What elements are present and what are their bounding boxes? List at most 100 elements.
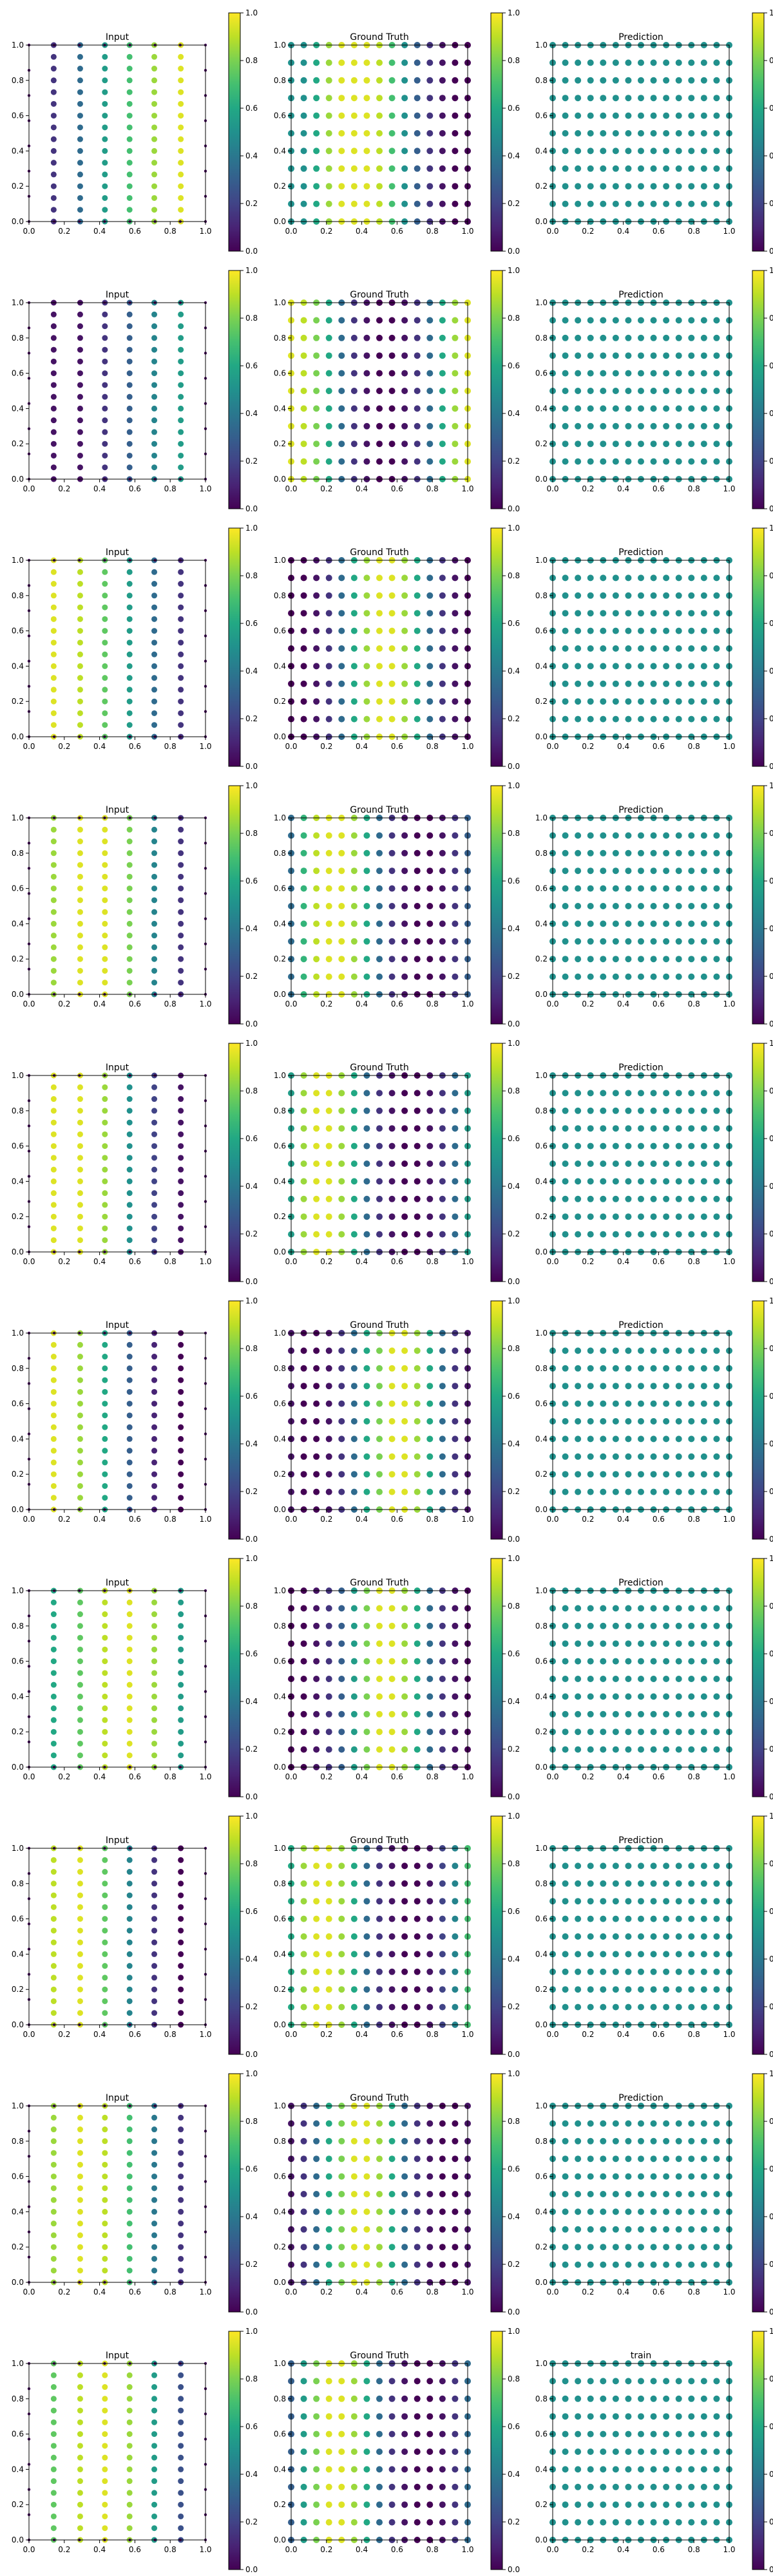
colorbar: 0.00.20.40.60.81.0 — [752, 1039, 773, 1286]
data-point — [401, 59, 408, 66]
data-point — [401, 2173, 408, 2180]
data-point — [638, 1107, 644, 1114]
data-point — [178, 1670, 184, 1676]
data-point — [612, 334, 619, 341]
data-point — [663, 200, 670, 207]
data-point — [675, 1676, 682, 1682]
y-tick-label: 0.2 — [12, 2242, 24, 2251]
data-point — [77, 311, 83, 317]
data-point — [439, 1347, 446, 1354]
data-point — [151, 956, 158, 962]
scatter-points — [288, 2103, 471, 2286]
data-point — [363, 1605, 370, 1612]
data-point — [688, 2003, 695, 2011]
y-tick-label: 0.4 — [12, 1949, 24, 1958]
data-point — [338, 592, 345, 599]
data-point — [126, 838, 133, 845]
data-point — [50, 311, 57, 317]
colorbar-tick-label: 1.0 — [245, 2069, 258, 2078]
data-point — [151, 1482, 158, 1489]
data-point — [151, 826, 158, 833]
y-tick-label: 1.0 — [535, 41, 548, 50]
y-tick-label: 0.2 — [12, 1470, 24, 1479]
data-point — [350, 2137, 358, 2145]
data-point — [401, 2120, 408, 2127]
data-point — [625, 1178, 632, 1185]
data-point — [178, 1190, 184, 1197]
data-point — [401, 2208, 408, 2215]
data-point — [151, 1717, 158, 1723]
data-point — [700, 867, 707, 875]
data-point — [50, 1670, 57, 1676]
data-point — [151, 2197, 158, 2203]
data-point — [151, 2221, 158, 2227]
data-point — [700, 592, 707, 599]
data-point — [126, 628, 133, 634]
data-point — [587, 165, 594, 172]
colorbar-tick-label: 1.0 — [245, 1812, 258, 1821]
data-point — [426, 1693, 434, 1700]
data-point — [587, 574, 594, 582]
data-point — [388, 422, 396, 430]
y-tick-label: 0.4 — [535, 1177, 548, 1186]
data-point — [376, 1915, 383, 1922]
data-point — [126, 1365, 133, 1372]
data-point — [178, 346, 184, 353]
data-point — [178, 358, 184, 365]
axes-frame — [291, 817, 468, 995]
data-point — [638, 1453, 644, 1460]
data-point — [77, 207, 83, 213]
data-point — [587, 867, 594, 875]
data-point — [50, 838, 57, 845]
data-point — [638, 1090, 644, 1097]
data-point — [50, 207, 57, 213]
data-point — [126, 710, 133, 716]
data-point — [439, 1710, 446, 1718]
data-point — [151, 2114, 158, 2121]
y-tick-label: 0.0 — [274, 475, 286, 484]
data-point — [600, 973, 607, 980]
data-point — [713, 77, 720, 84]
data-point — [313, 1933, 320, 1940]
data-point — [178, 1412, 184, 1419]
data-point — [300, 1107, 307, 1114]
data-point — [600, 610, 607, 617]
data-point — [663, 334, 670, 341]
colorbar-tick-label: 0.0 — [769, 1019, 773, 1028]
data-point — [102, 933, 108, 939]
data-point — [575, 1933, 582, 1940]
data-point — [600, 1195, 607, 1202]
data-point — [575, 1178, 582, 1185]
colorbar-gradient — [752, 1043, 765, 1282]
data-point — [363, 1142, 370, 1150]
data-point — [350, 592, 358, 599]
data-point — [50, 1963, 57, 1969]
data-point — [401, 1951, 408, 1958]
data-point — [102, 1681, 108, 1688]
data-point — [178, 2138, 184, 2145]
data-point — [388, 1347, 396, 1354]
data-point — [426, 938, 434, 945]
data-point — [151, 1448, 158, 1454]
panel-title: Ground Truth — [350, 547, 408, 558]
data-point — [126, 66, 133, 72]
data-point — [575, 334, 582, 341]
data-point — [688, 1915, 695, 1922]
data-point — [414, 849, 421, 857]
data-point — [600, 1365, 607, 1372]
data-point — [575, 1622, 582, 1629]
colorbar-tick-label: 0.4 — [769, 924, 773, 933]
data-point — [700, 1125, 707, 1132]
colorbar-tick-label: 0.6 — [769, 619, 773, 628]
data-point — [688, 1435, 695, 1443]
data-point — [151, 417, 158, 424]
x-tick-label: 0.8 — [426, 742, 439, 751]
x-tick-label: 0.2 — [58, 1772, 70, 1781]
data-point — [126, 569, 133, 575]
y-tick-label: 1.0 — [12, 2101, 24, 2110]
data-point — [151, 1178, 158, 1184]
data-point — [401, 1418, 408, 1425]
data-point — [300, 95, 307, 102]
data-point — [325, 183, 332, 190]
data-point — [338, 2155, 345, 2163]
